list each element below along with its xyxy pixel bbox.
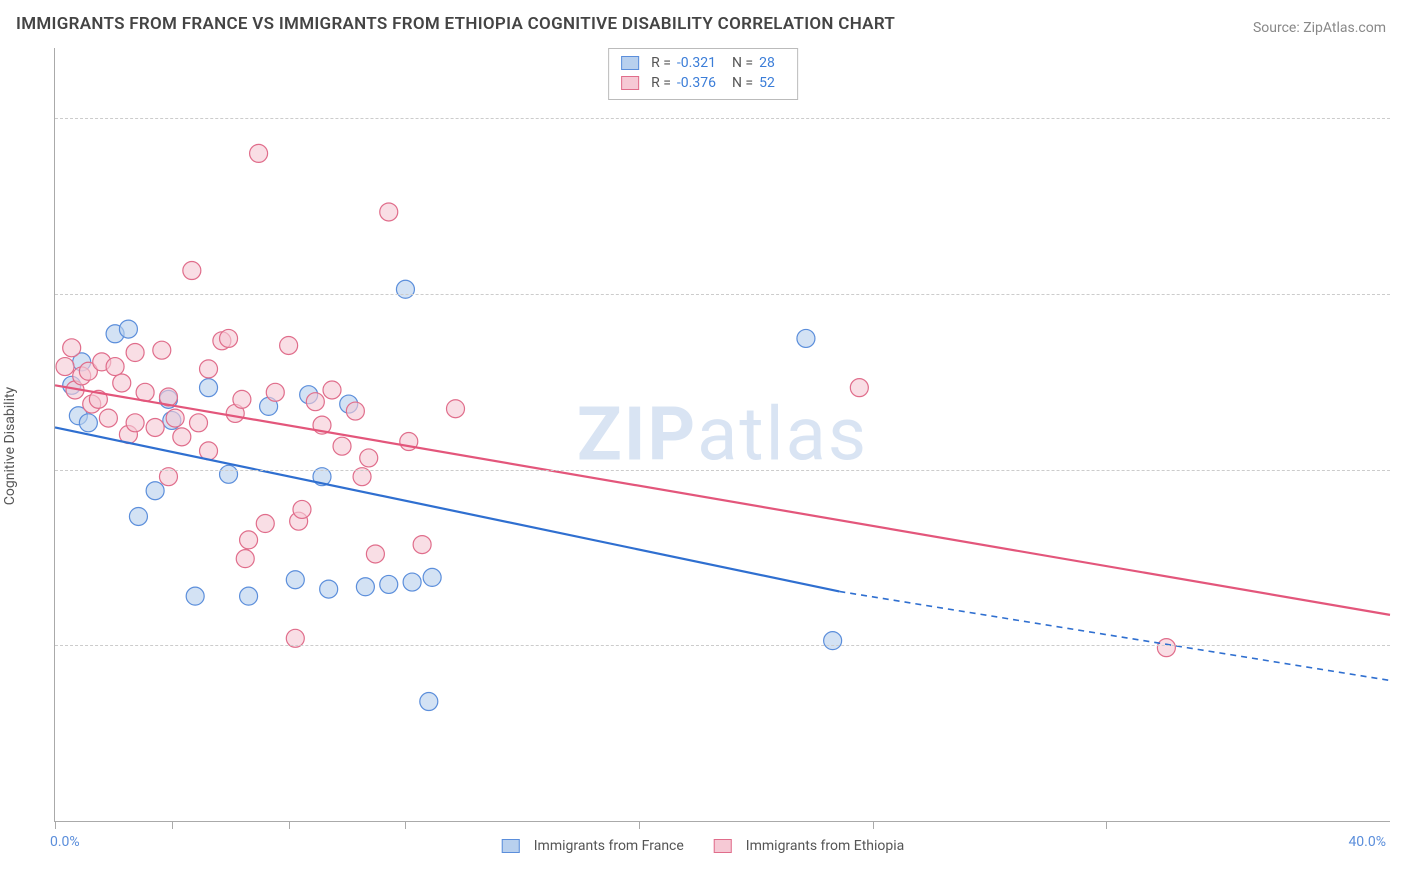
data-point-ethiopia: [236, 550, 254, 568]
data-point-ethiopia: [153, 341, 171, 359]
data-point-ethiopia: [380, 203, 398, 221]
x-tick: [405, 821, 406, 829]
data-point-france: [220, 465, 238, 483]
r-value: -0.321: [677, 53, 716, 73]
trendline-dashed-france: [839, 591, 1390, 680]
r-value: -0.376: [677, 73, 716, 93]
data-point-ethiopia: [99, 409, 117, 427]
swatch-ethiopia: [621, 76, 639, 90]
legend-swatch-france: [502, 839, 520, 853]
data-point-france: [320, 580, 338, 598]
data-point-ethiopia: [293, 500, 311, 518]
n-value: 52: [759, 73, 775, 93]
data-point-ethiopia: [106, 358, 124, 376]
legend-item-ethiopia: Immigrants from Ethiopia: [714, 838, 904, 854]
data-point-ethiopia: [126, 414, 144, 432]
data-point-ethiopia: [200, 360, 218, 378]
data-point-france: [356, 578, 374, 596]
x-tick: [289, 821, 290, 829]
y-tick-label: 15.0%: [1396, 462, 1406, 478]
n-value: 28: [759, 53, 775, 73]
legend-item-france: Immigrants from France: [502, 838, 684, 854]
y-axis-label: Cognitive Disability: [2, 387, 18, 505]
data-point-ethiopia: [346, 402, 364, 420]
data-point-france: [403, 573, 421, 591]
stats-row-france: R = -0.321 N = 28: [621, 53, 785, 73]
data-point-ethiopia: [173, 428, 191, 446]
data-point-france: [380, 575, 398, 593]
data-point-ethiopia: [126, 344, 144, 362]
data-point-ethiopia: [250, 144, 268, 162]
data-point-france: [420, 693, 438, 711]
data-point-ethiopia: [220, 329, 238, 347]
data-point-france: [119, 320, 137, 338]
y-tick-label: 7.5%: [1396, 637, 1406, 653]
gridline: [55, 470, 1390, 471]
data-point-ethiopia: [190, 414, 208, 432]
data-point-france: [79, 414, 97, 432]
x-max-label: 40.0%: [1348, 834, 1386, 850]
data-point-ethiopia: [366, 545, 384, 563]
chart-title: IMMIGRANTS FROM FRANCE VS IMMIGRANTS FRO…: [16, 14, 895, 34]
trendline-ethiopia: [55, 385, 1390, 615]
swatch-france: [621, 56, 639, 70]
data-point-ethiopia: [850, 379, 868, 397]
legend-label: Immigrants from Ethiopia: [746, 838, 904, 854]
source-label: Source: ZipAtlas.com: [1253, 20, 1386, 36]
r-label: R =: [651, 73, 671, 93]
data-point-ethiopia: [256, 515, 274, 533]
x-tick: [172, 821, 173, 829]
data-point-france: [797, 329, 815, 347]
data-point-ethiopia: [63, 339, 81, 357]
gridline: [55, 645, 1390, 646]
n-label: N =: [732, 53, 753, 73]
chart-container: IMMIGRANTS FROM FRANCE VS IMMIGRANTS FRO…: [0, 0, 1406, 892]
x-min-label: 0.0%: [50, 834, 80, 850]
data-point-ethiopia: [1157, 639, 1175, 657]
gridline: [55, 294, 1390, 295]
legend-swatch-ethiopia: [714, 839, 732, 853]
stats-row-ethiopia: R = -0.376 N = 52: [621, 73, 785, 93]
data-point-france: [186, 587, 204, 605]
bottom-legend: Immigrants from France Immigrants from Et…: [502, 838, 905, 854]
data-point-france: [200, 379, 218, 397]
data-point-france: [146, 482, 164, 500]
n-label: N =: [732, 73, 753, 93]
data-point-ethiopia: [56, 358, 74, 376]
y-tick-label: 22.5%: [1396, 286, 1406, 302]
x-tick: [1106, 821, 1107, 829]
data-point-france: [396, 280, 414, 298]
legend-label: Immigrants from France: [534, 838, 684, 854]
x-tick: [639, 821, 640, 829]
gridline: [55, 118, 1390, 119]
data-point-france: [240, 587, 258, 605]
data-point-france: [423, 568, 441, 586]
plot-area: ZIPatlas 7.5%15.0%22.5%30.0%: [54, 48, 1390, 822]
x-tick: [55, 821, 56, 829]
data-point-ethiopia: [333, 437, 351, 455]
data-point-ethiopia: [306, 393, 324, 411]
data-point-ethiopia: [240, 531, 258, 549]
r-label: R =: [651, 53, 671, 73]
data-point-ethiopia: [280, 336, 298, 354]
data-point-ethiopia: [113, 374, 131, 392]
plot-svg: [55, 48, 1390, 821]
data-point-france: [286, 571, 304, 589]
data-point-ethiopia: [183, 262, 201, 280]
y-tick-label: 30.0%: [1396, 110, 1406, 126]
data-point-ethiopia: [266, 383, 284, 401]
data-point-ethiopia: [166, 409, 184, 427]
data-point-ethiopia: [360, 449, 378, 467]
x-tick: [873, 821, 874, 829]
data-point-ethiopia: [413, 536, 431, 554]
data-point-ethiopia: [447, 400, 465, 418]
stats-box: R = -0.321 N = 28 R = -0.376 N = 52: [608, 48, 798, 100]
data-point-france: [129, 507, 147, 525]
data-point-ethiopia: [323, 381, 341, 399]
data-point-france: [824, 632, 842, 650]
data-point-ethiopia: [146, 418, 164, 436]
data-point-ethiopia: [233, 390, 251, 408]
